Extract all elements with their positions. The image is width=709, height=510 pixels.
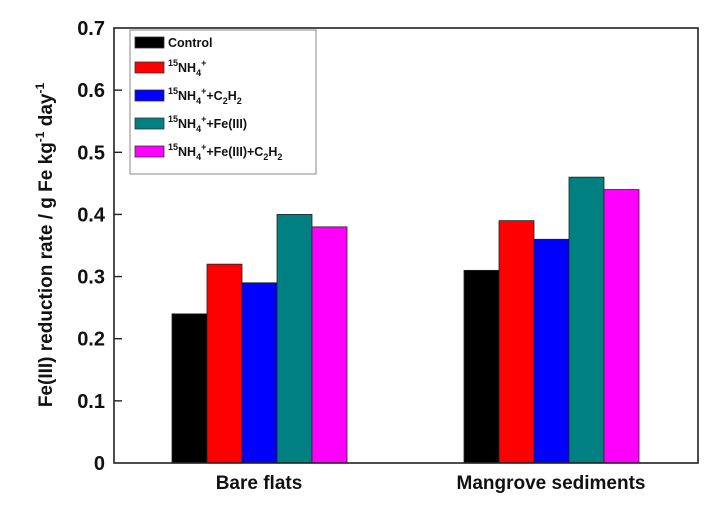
bars-layer <box>171 176 640 464</box>
bar-bare-flats-4 <box>311 226 348 464</box>
legend-entry-label: Control <box>168 36 212 50</box>
plot-frame <box>113 27 699 464</box>
x-axis-categories: Bare flats Mangrove sediments <box>216 473 646 494</box>
y-tick-label: 0.3 <box>77 267 105 289</box>
y-tick-label: 0.5 <box>77 142 105 164</box>
y-tick-label: 0.6 <box>77 80 105 102</box>
legend-entry-label: 15NH4++Fe(III)+C2H2 <box>168 142 282 162</box>
bar-mangrove-sediments-0 <box>463 269 500 464</box>
legend-entry-label: 15NH4++Fe(III) <box>168 114 247 134</box>
legend-swatch <box>134 61 165 74</box>
legend-swatch <box>134 117 165 130</box>
legend-swatch <box>134 89 165 102</box>
legend-swatch <box>134 145 165 158</box>
bar-bare-flats-2 <box>241 282 278 464</box>
bar-mangrove-sediments-3 <box>568 176 605 464</box>
legend: Control 15NH4+ 15NH4++C2H2 15NH4++Fe(III) 15… <box>129 29 317 175</box>
x-category-label: Bare flats <box>216 473 303 494</box>
y-tick-label: 0.4 <box>77 204 106 226</box>
y-tick-label: 0.7 <box>77 18 105 40</box>
bar-mangrove-sediments-2 <box>533 238 570 464</box>
bar-bare-flats-3 <box>276 214 313 464</box>
bar-bare-flats-1 <box>206 263 243 464</box>
y-tick-label: 0 <box>94 453 105 475</box>
y-axis-label: Fe(III) reduction rate / g Fe kg-1 day-1 <box>33 82 57 407</box>
bar-bare-flats-0 <box>171 313 208 464</box>
x-category-label: Mangrove sediments <box>457 473 646 494</box>
y-tick-label: 0.1 <box>77 391 105 413</box>
legend-swatch <box>134 36 165 49</box>
y-axis-ticks: 0 0.1 0.2 0.3 0.4 0.5 0.6 0.7 <box>77 18 122 475</box>
legend-entry-label: 15NH4++C2H2 <box>168 86 242 106</box>
legend-entry-label: 15NH4+ <box>168 58 206 78</box>
y-tick-label: 0.2 <box>77 329 105 351</box>
bar-mangrove-sediments-1 <box>498 220 535 464</box>
bar-mangrove-sediments-4 <box>603 189 640 464</box>
